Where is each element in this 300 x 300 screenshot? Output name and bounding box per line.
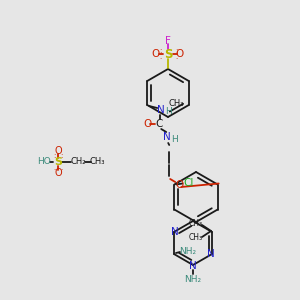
Text: S: S	[54, 157, 62, 167]
Text: O: O	[152, 49, 160, 59]
Text: :: :	[175, 48, 177, 54]
Text: CH₂: CH₂	[70, 158, 86, 166]
Text: N: N	[157, 105, 165, 115]
Text: CH₃: CH₃	[89, 158, 105, 166]
Text: :: :	[53, 153, 55, 159]
Text: .: .	[53, 165, 55, 171]
Text: O: O	[175, 180, 183, 190]
Text: CH₃: CH₃	[189, 220, 203, 229]
Text: N: N	[207, 249, 215, 259]
Text: F: F	[165, 36, 171, 46]
Text: .: .	[159, 54, 161, 60]
Text: .: .	[60, 165, 62, 171]
Text: :: :	[159, 48, 161, 54]
Text: H: H	[165, 107, 172, 116]
Text: :: :	[60, 153, 62, 159]
Text: S: S	[164, 47, 172, 61]
Text: O: O	[176, 49, 184, 59]
Text: O: O	[143, 119, 151, 129]
Text: N: N	[163, 132, 171, 142]
Text: N: N	[189, 261, 197, 271]
Text: O: O	[54, 146, 62, 156]
Text: HO: HO	[37, 158, 51, 166]
Text: N: N	[171, 227, 179, 237]
Text: CH₃: CH₃	[189, 233, 203, 242]
Text: O: O	[54, 168, 62, 178]
Text: NH₂: NH₂	[184, 274, 202, 284]
Text: NH₂: NH₂	[179, 247, 197, 256]
Text: Cl: Cl	[183, 178, 194, 188]
Text: .: .	[175, 54, 177, 60]
Text: H: H	[171, 134, 178, 143]
Text: C: C	[155, 119, 163, 129]
Text: CH₃: CH₃	[168, 100, 184, 109]
